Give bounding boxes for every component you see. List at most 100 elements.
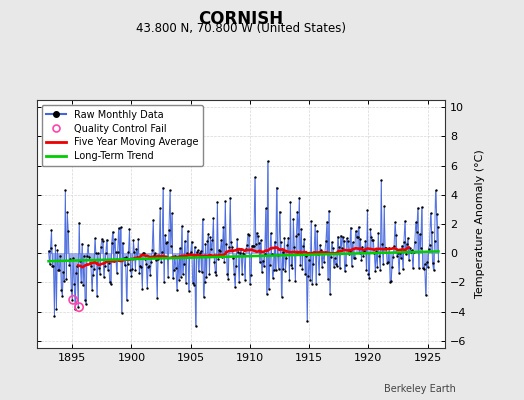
Point (406, 244, 414, 251)
Point (283, 242, 292, 248)
Point (430, 238, 439, 245)
Point (352, 234, 361, 240)
Point (137, 264, 146, 270)
Point (226, 194, 234, 201)
Point (267, 251, 276, 258)
Point (335, 244, 343, 250)
Point (181, 280, 190, 286)
Point (193, 247, 202, 254)
Point (403, 241, 411, 247)
Point (100, 274, 108, 280)
Point (242, 246, 250, 252)
Point (312, 281, 320, 287)
Point (402, 251, 410, 258)
Point (169, 275, 177, 282)
Point (72, 270, 80, 276)
Point (153, 294, 161, 301)
Point (195, 250, 204, 256)
Point (68, 297, 77, 303)
Point (335, 265, 344, 271)
Point (88, 287, 96, 294)
Point (194, 268, 203, 274)
Point (306, 277, 314, 283)
Point (303, 318, 311, 324)
Point (359, 253, 368, 259)
Point (264, 158, 272, 164)
Point (141, 256, 149, 262)
Point (311, 222, 319, 228)
Point (121, 262, 129, 269)
Point (166, 187, 174, 194)
Point (310, 249, 318, 255)
Point (199, 294, 208, 300)
Point (346, 224, 355, 231)
Point (342, 262, 350, 268)
Point (192, 249, 201, 256)
Point (138, 286, 147, 292)
Point (387, 278, 395, 284)
Point (199, 216, 207, 222)
Point (341, 268, 349, 274)
Point (429, 260, 437, 266)
Point (384, 259, 392, 266)
Point (330, 264, 338, 270)
Point (350, 254, 358, 261)
Point (363, 207, 372, 214)
Point (235, 279, 243, 285)
Point (45, 248, 53, 254)
Point (61, 187, 70, 194)
Point (96, 270, 104, 277)
Point (385, 245, 394, 251)
Point (82, 301, 90, 308)
Point (57, 286, 66, 293)
Point (380, 203, 388, 210)
Point (261, 205, 270, 212)
Point (372, 248, 380, 255)
Point (91, 235, 99, 242)
Point (89, 272, 97, 278)
Point (58, 293, 67, 299)
Point (103, 237, 111, 243)
Point (53, 247, 62, 253)
Point (388, 264, 396, 270)
Point (146, 272, 155, 278)
Point (397, 255, 405, 262)
Point (67, 286, 75, 293)
Point (418, 204, 426, 210)
Y-axis label: Temperature Anomaly (°C): Temperature Anomaly (°C) (475, 150, 485, 298)
Point (315, 271, 323, 278)
Point (398, 242, 406, 249)
Point (74, 304, 82, 310)
Point (122, 297, 130, 303)
Point (105, 260, 113, 267)
Point (54, 267, 62, 274)
Point (296, 262, 304, 268)
Point (227, 239, 235, 245)
Point (295, 194, 303, 201)
Point (189, 280, 197, 286)
Point (421, 292, 430, 298)
Point (59, 269, 68, 276)
Point (46, 245, 54, 251)
Point (322, 238, 330, 244)
Point (71, 306, 79, 312)
Point (431, 187, 440, 194)
Point (381, 244, 389, 251)
Point (128, 266, 137, 272)
Point (386, 279, 394, 286)
Point (361, 248, 369, 254)
Point (118, 239, 127, 246)
Point (92, 250, 100, 256)
Point (285, 276, 293, 283)
Point (207, 246, 215, 252)
Point (206, 234, 215, 241)
Point (162, 240, 170, 246)
Point (413, 205, 422, 211)
Point (240, 252, 248, 258)
Point (284, 234, 292, 241)
Point (217, 237, 225, 243)
Point (256, 259, 264, 266)
Point (361, 238, 369, 244)
Point (370, 250, 378, 256)
Point (191, 323, 200, 329)
